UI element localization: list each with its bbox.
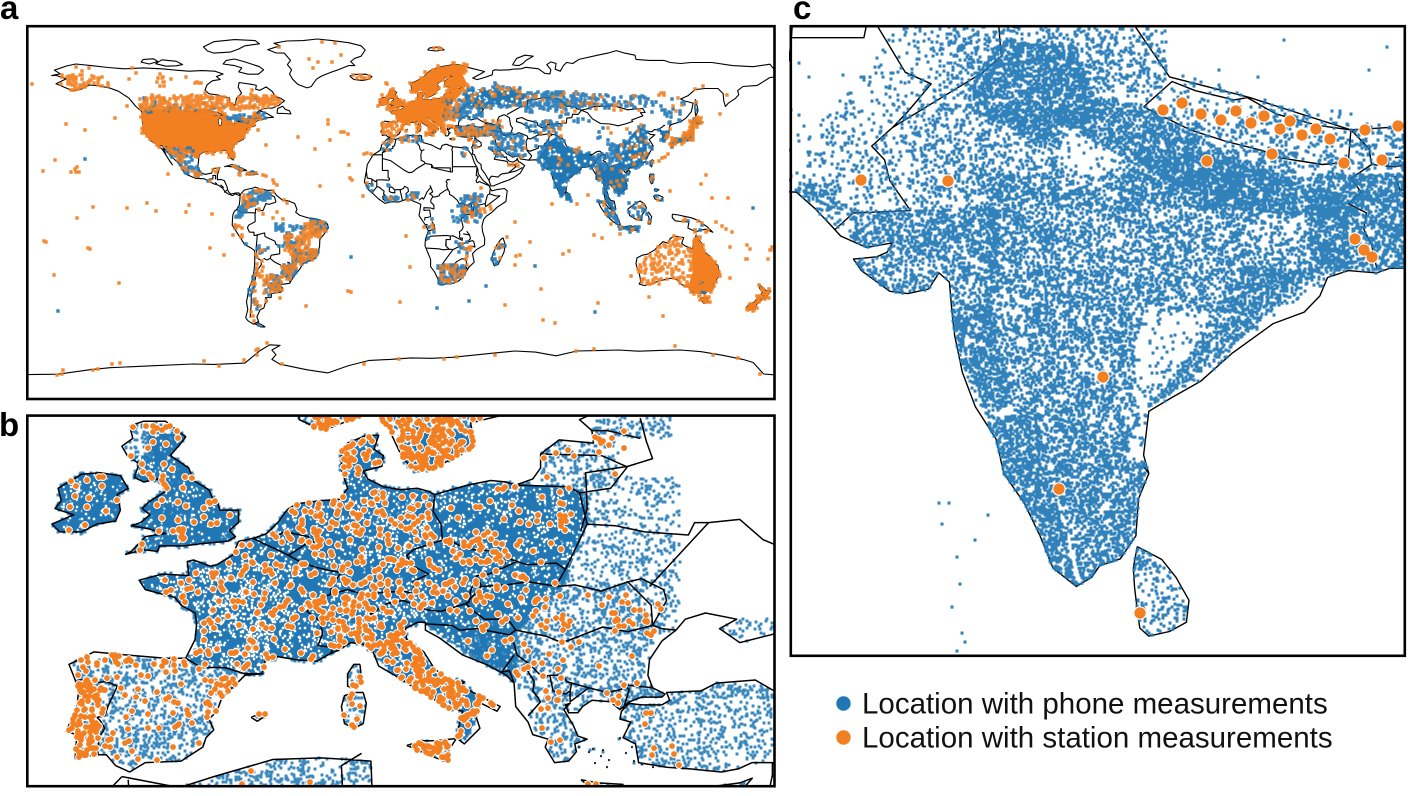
- svg-text:b: b: [0, 406, 19, 443]
- svg-text:c: c: [793, 0, 811, 26]
- svg-text:Location with phone measuremen: Location with phone measurements: [862, 688, 1328, 721]
- svg-text:a: a: [0, 0, 19, 26]
- svg-text:Location with station measurem: Location with station measurements: [862, 722, 1333, 755]
